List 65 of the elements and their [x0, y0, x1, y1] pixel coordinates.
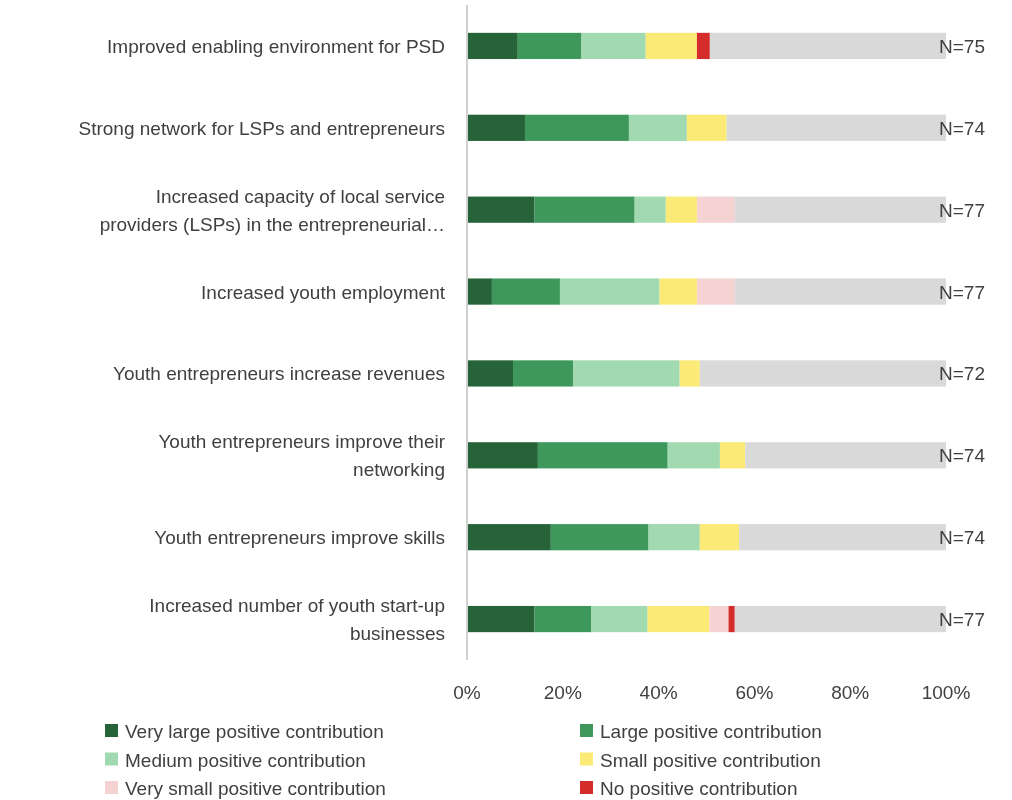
bar	[665, 196, 697, 223]
bar	[537, 442, 668, 469]
bar	[719, 442, 746, 469]
bar	[591, 605, 648, 633]
annotation: N=72	[939, 363, 985, 385]
bar	[467, 114, 525, 141]
x-tick-label: 0%	[453, 682, 481, 703]
bar	[467, 524, 551, 551]
y-tick-label: Youth entrepreneurs improve their networking	[158, 431, 446, 481]
bar	[467, 360, 513, 387]
bar	[467, 442, 538, 469]
bar	[581, 32, 646, 60]
bar	[628, 114, 687, 141]
y-tick-label: Increased youth employment	[201, 281, 446, 303]
legend-label: Very large positive contribution	[125, 721, 384, 742]
x-tick-label: 40%	[639, 682, 678, 703]
bar	[728, 605, 735, 633]
bar	[517, 32, 582, 60]
bar	[696, 32, 710, 60]
bar	[686, 114, 727, 141]
annotation: N=77	[939, 609, 985, 631]
legend-label: Medium positive contribution	[125, 749, 366, 771]
legend-label: Small positive contribution	[600, 749, 821, 771]
y-tick-label: Youth entrepreneurs increase revenues	[112, 363, 445, 385]
bar	[524, 114, 629, 141]
bar	[679, 360, 700, 387]
bar	[534, 196, 635, 223]
legend-label: Large positive contribution	[600, 721, 822, 742]
x-tick-label: 60%	[735, 682, 774, 703]
bar	[534, 605, 592, 633]
y-tick-label: Increased capacity of local service providers (LSPs) in the entrepreneurial…	[99, 185, 445, 235]
annotation: N=77	[939, 281, 985, 303]
y-tick-label: Increased number of youth start-up businesses	[149, 595, 445, 645]
y-tick-label: Youth entrepreneurs improve skills	[154, 527, 445, 549]
legend-label: No positive contribution	[600, 778, 798, 799]
bar	[696, 278, 735, 305]
x-tick-label: 100%	[921, 682, 971, 703]
annotation: N=74	[939, 445, 986, 467]
bar	[467, 196, 535, 223]
bar	[699, 524, 740, 551]
annotation: N=77	[939, 199, 985, 221]
y-tick-label: Strong network for LSPs and entrepreneurs	[78, 117, 445, 139]
x-tick-label: 80%	[831, 682, 870, 703]
bar	[709, 605, 729, 633]
bar	[648, 524, 700, 551]
bar	[667, 442, 720, 469]
bar	[659, 278, 697, 305]
bar	[559, 278, 660, 305]
bar	[467, 278, 492, 305]
legend-label: Very small positive contribution	[125, 778, 386, 799]
bar	[550, 524, 649, 551]
bar	[696, 196, 735, 223]
x-tick-label: 20%	[543, 682, 582, 703]
bar	[647, 605, 710, 633]
y-tick-label: Improved enabling environment for PSD	[107, 35, 445, 57]
annotation: N=74	[939, 527, 986, 549]
bar	[512, 360, 574, 387]
annotation: N=74	[939, 117, 986, 139]
bar	[491, 278, 560, 305]
bar	[467, 605, 535, 633]
bar	[634, 196, 666, 223]
bar	[645, 32, 697, 60]
annotation: N=75	[939, 35, 985, 57]
bar	[573, 360, 680, 387]
bar	[467, 32, 518, 60]
